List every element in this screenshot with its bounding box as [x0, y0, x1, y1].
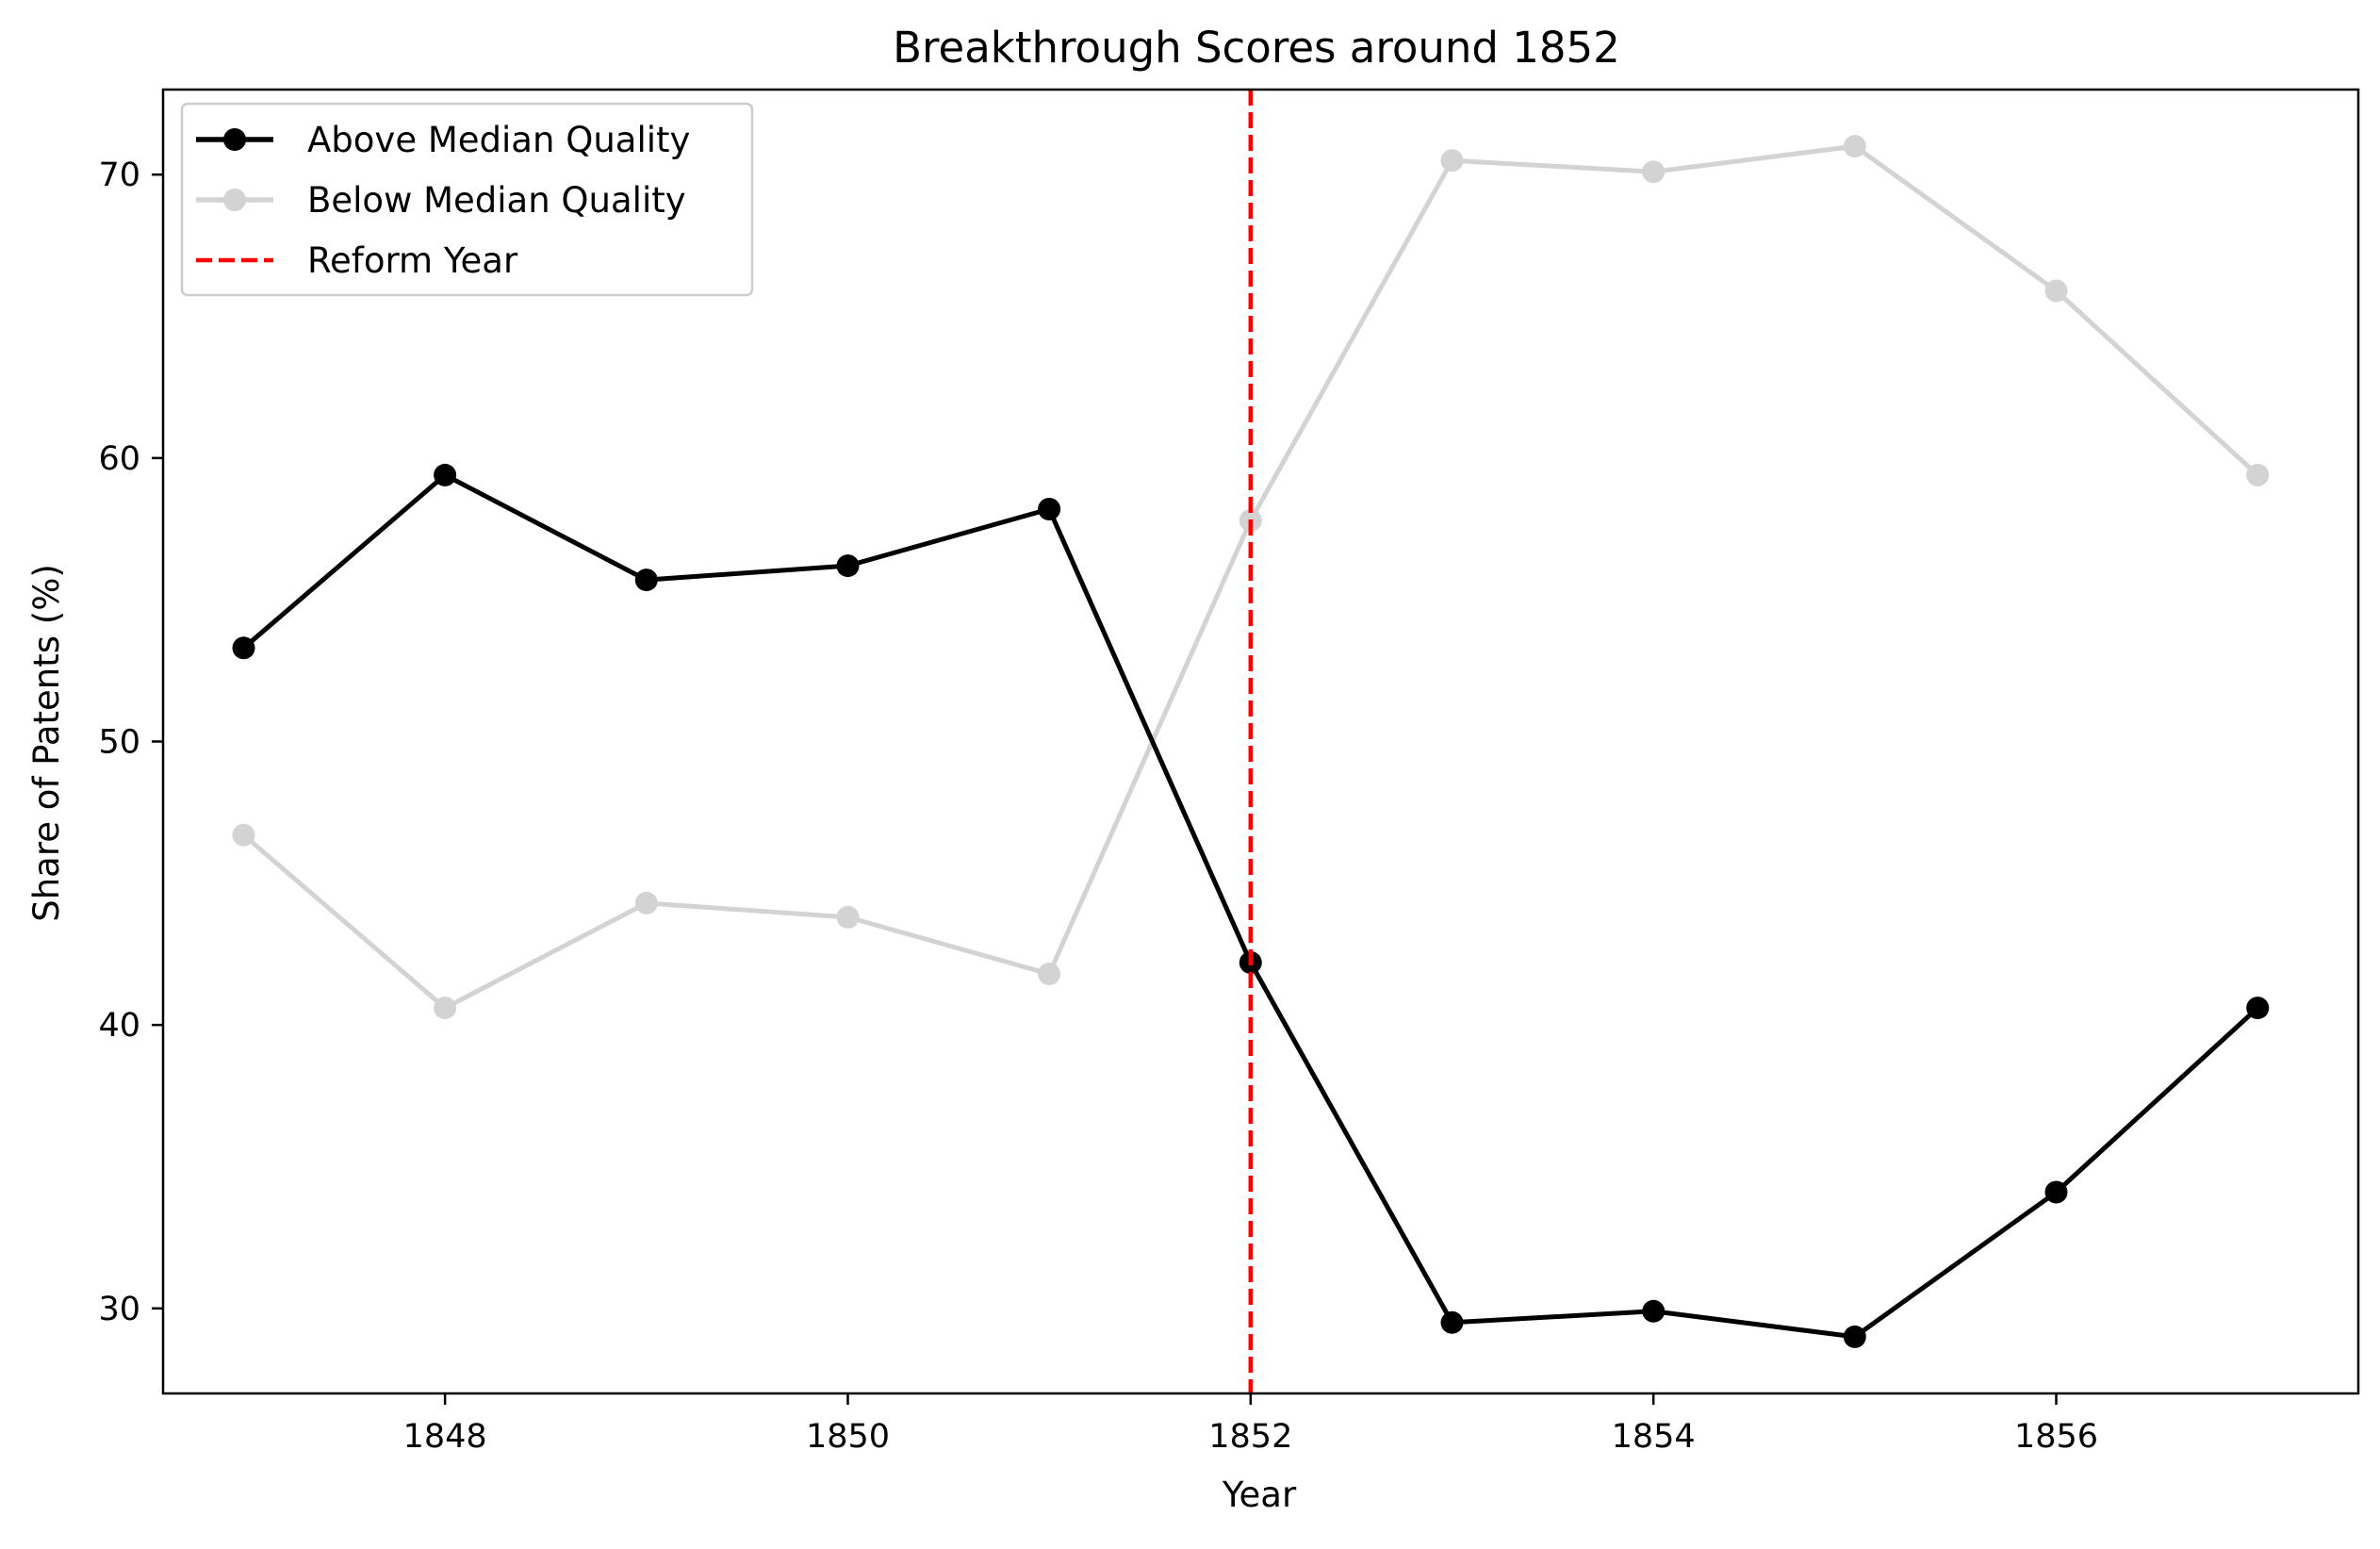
- x-axis-label: Year: [1222, 1475, 1297, 1515]
- data-point-series-1: [1844, 135, 1866, 157]
- y-tick-label: 30: [98, 1291, 140, 1328]
- x-tick-label: 1852: [1208, 1418, 1292, 1456]
- data-point-series-1: [635, 892, 658, 915]
- y-tick-label: 70: [98, 157, 140, 194]
- data-point-series-0: [434, 464, 456, 486]
- data-point-series-0: [1038, 498, 1060, 520]
- data-point-series-1: [434, 997, 456, 1019]
- x-tick-label: 1848: [403, 1418, 487, 1456]
- data-point-series-0: [837, 554, 860, 577]
- legend-marker-1: [223, 189, 246, 211]
- data-point-series-1: [1642, 160, 1665, 183]
- data-point-series-0: [2045, 1181, 2068, 1204]
- legend-label-1: Below Median Quality: [307, 180, 686, 221]
- legend-marker-0: [223, 128, 246, 151]
- data-point-series-0: [1642, 1300, 1665, 1323]
- chart-title: Breakthrough Scores around 1852: [893, 23, 1620, 73]
- data-point-series-0: [1441, 1311, 1464, 1334]
- y-tick-label: 40: [98, 1007, 140, 1045]
- y-tick-label: 60: [98, 440, 140, 478]
- x-tick-label: 1854: [1612, 1418, 1696, 1456]
- y-axis-label: Share of Patents (%): [26, 564, 67, 922]
- legend-label-2: Reform Year: [307, 240, 518, 281]
- legend: Above Median Quality Below Median Quality…: [182, 104, 752, 295]
- legend-label-0: Above Median Quality: [307, 120, 690, 160]
- y-tick-label: 50: [98, 724, 140, 762]
- data-point-series-1: [233, 824, 255, 847]
- data-point-series-1: [837, 906, 860, 929]
- data-point-series-0: [1844, 1326, 1866, 1348]
- data-point-series-0: [635, 569, 658, 591]
- data-point-series-1: [1441, 149, 1464, 172]
- data-point-series-1: [1038, 963, 1060, 985]
- x-tick-label: 1856: [2014, 1418, 2098, 1456]
- data-point-series-0: [2246, 997, 2269, 1019]
- data-point-series-1: [2045, 280, 2068, 303]
- data-point-series-1: [2246, 464, 2269, 486]
- data-point-series-0: [233, 636, 255, 659]
- x-tick-label: 1850: [806, 1418, 890, 1456]
